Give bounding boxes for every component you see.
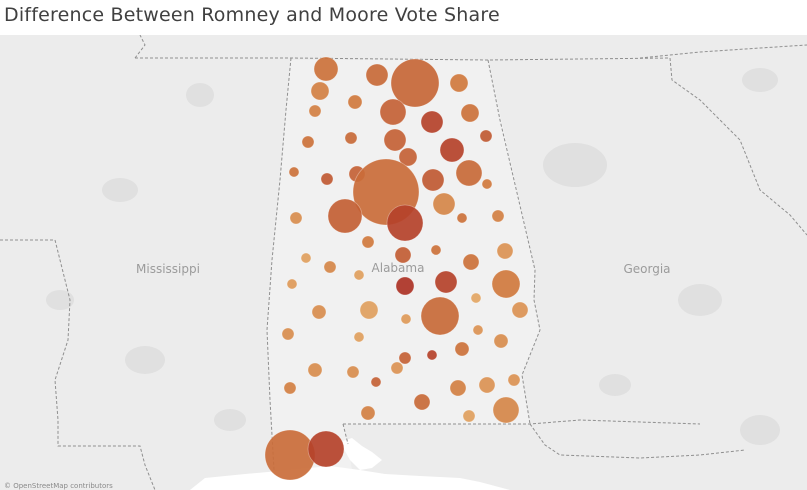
county-bubble[interactable] (288, 166, 300, 178)
state-borders (0, 35, 807, 490)
county-bubble[interactable] (421, 168, 445, 192)
county-bubble[interactable] (413, 393, 431, 411)
county-bubble[interactable] (472, 324, 484, 336)
county-bubble[interactable] (307, 362, 323, 378)
county-bubble[interactable] (454, 341, 470, 357)
map-attribution: © OpenStreetMap contributors (4, 482, 113, 490)
county-bubble[interactable] (264, 429, 316, 481)
county-bubble[interactable] (400, 313, 412, 325)
gulf-water (190, 466, 510, 490)
county-bubble[interactable] (491, 209, 505, 223)
map[interactable]: Mississippi Alabama Georgia © OpenStreet… (0, 35, 807, 490)
county-bubble[interactable] (398, 351, 412, 365)
county-bubble[interactable] (327, 198, 363, 234)
county-bubble[interactable] (320, 172, 334, 186)
county-bubble[interactable] (479, 129, 493, 143)
mobile-bay (340, 438, 382, 470)
county-bubble[interactable] (346, 365, 360, 379)
map-canvas[interactable]: Mississippi Alabama Georgia © OpenStreet… (0, 35, 807, 490)
county-bubble[interactable] (434, 270, 458, 294)
county-bubble[interactable] (281, 327, 295, 341)
county-bubble[interactable] (394, 246, 412, 264)
county-bubble[interactable] (308, 104, 322, 118)
county-bubble[interactable] (395, 276, 415, 296)
county-bubble[interactable] (311, 304, 327, 320)
county-bubble[interactable] (361, 235, 375, 249)
county-bubble[interactable] (390, 361, 404, 375)
county-bubble[interactable] (313, 56, 339, 82)
county-bubble[interactable] (307, 430, 345, 468)
county-bubble[interactable] (496, 242, 514, 260)
county-bubble[interactable] (460, 103, 480, 123)
county-bubble[interactable] (420, 296, 460, 336)
county-bubble[interactable] (455, 159, 483, 187)
chart-title: Difference Between Romney and Moore Vote… (4, 4, 500, 26)
county-bubble[interactable] (353, 269, 365, 281)
county-bubble[interactable] (430, 244, 442, 256)
county-bubble[interactable] (481, 178, 493, 190)
county-bubble[interactable] (359, 300, 379, 320)
county-bubble[interactable] (426, 349, 438, 361)
county-bubble[interactable] (462, 409, 476, 423)
county-bubble[interactable] (379, 98, 407, 126)
county-bubbles[interactable] (264, 56, 529, 481)
county-bubble[interactable] (462, 253, 480, 271)
county-bubble[interactable] (493, 333, 509, 349)
county-bubble[interactable] (492, 396, 520, 424)
county-bubble[interactable] (365, 63, 389, 87)
county-bubble[interactable] (289, 211, 303, 225)
terrain-patches (46, 68, 780, 445)
county-bubble[interactable] (470, 292, 482, 304)
county-bubble[interactable] (310, 81, 330, 101)
state-label-georgia: Georgia (623, 262, 670, 276)
county-bubble[interactable] (383, 128, 407, 152)
county-bubble[interactable] (420, 110, 444, 134)
state-label-alabama: Alabama (372, 261, 425, 275)
county-bubble[interactable] (507, 373, 521, 387)
county-bubble[interactable] (283, 381, 297, 395)
county-bubble[interactable] (390, 58, 440, 108)
county-bubble[interactable] (449, 379, 467, 397)
county-bubble[interactable] (344, 131, 358, 145)
county-bubble[interactable] (491, 269, 521, 299)
county-bubble[interactable] (439, 137, 465, 163)
county-bubble[interactable] (300, 252, 312, 264)
county-bubble[interactable] (353, 331, 365, 343)
county-bubble[interactable] (386, 204, 424, 242)
county-bubble[interactable] (398, 147, 418, 167)
county-bubble[interactable] (478, 376, 496, 394)
state-label-mississippi: Mississippi (136, 262, 200, 276)
county-bubble[interactable] (449, 73, 469, 93)
county-bubble[interactable] (301, 135, 315, 149)
county-bubble[interactable] (347, 94, 363, 110)
county-bubble[interactable] (323, 260, 337, 274)
county-bubble[interactable] (432, 192, 456, 216)
county-bubble[interactable] (456, 212, 468, 224)
county-bubble[interactable] (286, 278, 298, 290)
county-bubble[interactable] (370, 376, 382, 388)
county-bubble[interactable] (360, 405, 376, 421)
county-bubble[interactable] (511, 301, 529, 319)
